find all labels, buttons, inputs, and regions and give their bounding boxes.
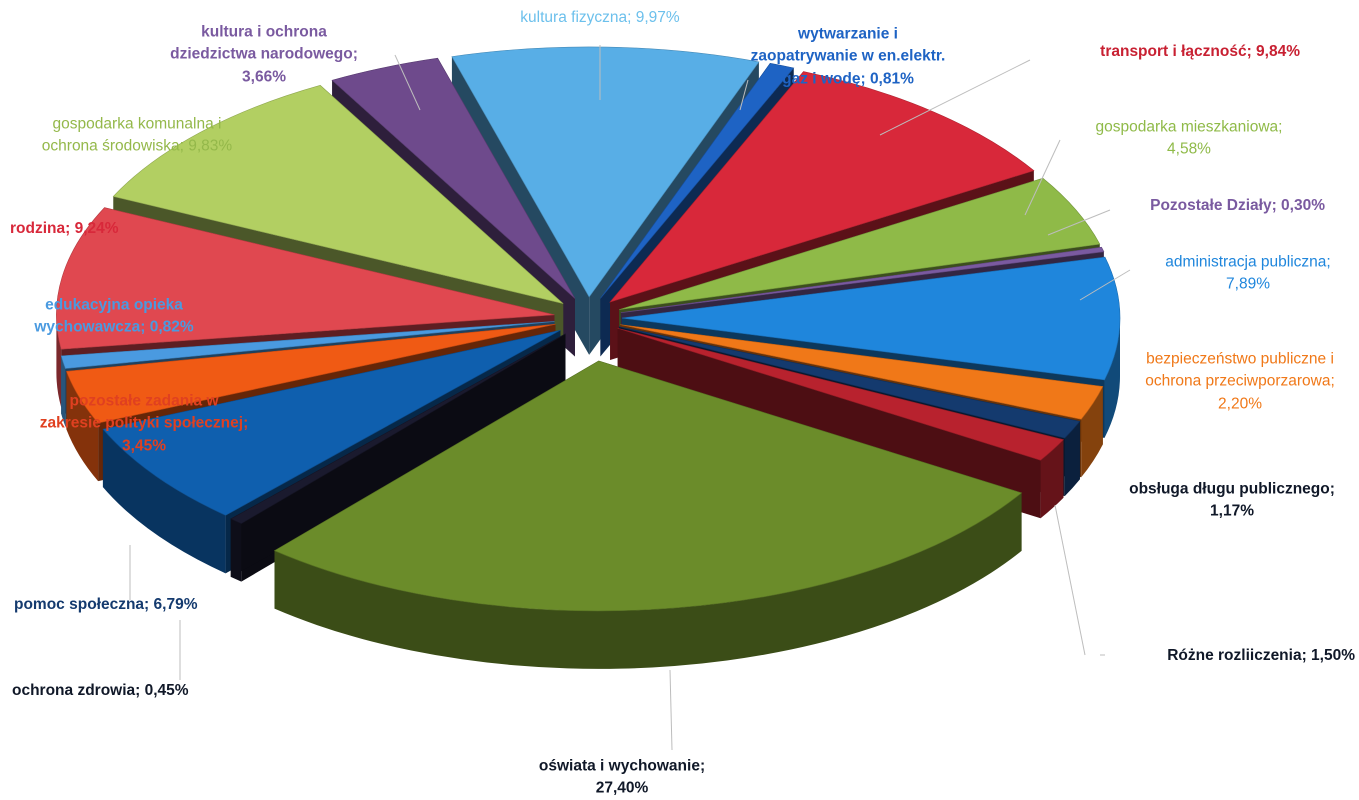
- leader-line: [1047, 209, 1111, 236]
- data-label-line: gospodarka mieszkaniowa;: [1095, 118, 1283, 136]
- data-label-line: wytwarzanie i: [798, 25, 898, 43]
- data-label-3: gospodarka mieszkaniowa; 4,58%: [1096, 117, 1283, 162]
- slice-rim: [61, 355, 66, 427]
- data-label-12: pozostałe zadania w zakresie polityki spo…: [40, 390, 248, 457]
- data-label-line: Różne rozliiczenia; 1,50%: [1167, 646, 1355, 664]
- data-label-0: kultura fizyczna; 9,97%: [520, 7, 679, 29]
- data-label-line: oświata i wychowanie;: [538, 757, 706, 775]
- data-label-line: ochrona środowiska; 9,83%: [41, 138, 233, 155]
- slice-rim: [66, 371, 99, 482]
- data-label-line: 3,45%: [122, 437, 166, 455]
- data-label-line: wychowawcza; 0,82%: [34, 319, 194, 336]
- slice-top: [331, 57, 576, 299]
- slice-rim: [1081, 386, 1103, 478]
- data-label-4: Pozostałe Działy; 0,30%: [1150, 195, 1325, 217]
- data-label-7: obsługa długu publicznego; 1,17%: [1129, 479, 1335, 524]
- data-label-line: obsługa długu publicznego;: [1129, 480, 1335, 498]
- slice-rim: [102, 429, 226, 574]
- data-label-11: pomoc społeczna; 6,79%: [14, 594, 197, 616]
- slice-rim: [274, 492, 1022, 669]
- data-label-line: edukacyjna opieka: [45, 296, 183, 314]
- leader-line: [394, 54, 421, 111]
- data-label-line: zaopatrywanie w en.elektr.: [750, 47, 946, 65]
- data-label-5: administracja publiczna; 7,89%: [1165, 252, 1330, 297]
- data-label-6: bezpieczeństwo publiczne i ochrona przeci…: [1145, 348, 1335, 415]
- slice-top: [56, 207, 555, 350]
- slice-top: [66, 323, 556, 424]
- data-label-line: 7,89%: [1226, 276, 1270, 293]
- slice-rim: [230, 518, 242, 582]
- data-label-line: rodzina; 9,24%: [10, 219, 119, 237]
- slice-rim: [1040, 439, 1064, 519]
- data-label-line: 1,17%: [1210, 503, 1254, 520]
- slice-top: [609, 71, 1035, 303]
- data-label-line: dziedzictwa narodowego;: [170, 45, 358, 63]
- data-label-2: transport i łączność; 9,84%: [1100, 41, 1300, 63]
- data-label-line: gospodarka komunalna i: [52, 115, 222, 133]
- slice-top: [60, 321, 555, 369]
- slice-top: [451, 46, 760, 298]
- data-label-13: edukacyjna opieka wychowawcza; 0,82%: [34, 295, 193, 340]
- slice-top: [619, 177, 1101, 310]
- slice-top: [273, 360, 1023, 612]
- pie-slice-9: [273, 360, 1023, 669]
- slice-top: [617, 327, 1065, 461]
- data-label-10: ochrona zdrowia; 0,45%: [12, 680, 189, 702]
- data-label-line: ochrona przeciwporzarowa;: [1145, 372, 1335, 390]
- slice-top: [620, 324, 1104, 420]
- data-label-line: transport i łączność; 9,84%: [1100, 42, 1300, 60]
- data-label-line: kultura i ochrona: [201, 23, 327, 41]
- data-label-line: pomoc społeczna; 6,79%: [14, 595, 198, 613]
- data-label-line: bezpieczeństwo publiczne i: [1146, 350, 1334, 368]
- data-label-9: oświata i wychowanie; 27,40%: [539, 756, 705, 800]
- data-label-line: 3,66%: [242, 68, 286, 86]
- data-label-line: 27,40%: [595, 780, 649, 797]
- leader-line: [1079, 269, 1131, 301]
- slice-top: [102, 329, 561, 516]
- data-label-line: kultura fizyczna; 9,97%: [520, 8, 680, 26]
- slice-rim: [1104, 318, 1120, 438]
- data-label-line: zakresie polityki społecznej;: [39, 414, 249, 432]
- leader-line: [879, 59, 1031, 136]
- leader-line: [1024, 139, 1061, 216]
- data-label-line: 4,58%: [1167, 141, 1211, 158]
- leader-line: [1054, 504, 1086, 656]
- data-label-8: Różne rozliiczenia; 1,50%: [1167, 645, 1355, 667]
- slice-top: [618, 326, 1081, 439]
- slice-rim: [1064, 421, 1080, 497]
- pie-slice-10: [230, 333, 566, 582]
- data-label-line: gaz i wodę; 0,81%: [782, 70, 914, 88]
- leader-line: [739, 79, 749, 111]
- data-label-16: kultura i ochrona dziedzictwa narodowego;…: [170, 21, 358, 88]
- data-label-line: 2,20%: [1218, 395, 1262, 413]
- data-label-14: rodzina; 9,24%: [10, 218, 119, 240]
- slice-wall: [230, 333, 566, 577]
- slice-top: [621, 256, 1121, 381]
- slice-top: [620, 246, 1105, 313]
- slice-top: [600, 63, 795, 299]
- slice-rim: [56, 314, 62, 408]
- data-label-line: ochrona zdrowia; 0,45%: [12, 681, 189, 699]
- data-label-1: wytwarzanie i zaopatrywanie w en.elektr. g…: [751, 23, 946, 90]
- data-label-15: gospodarka komunalna i ochrona środowiska…: [42, 114, 232, 159]
- data-label-line: pozostałe zadania w: [69, 392, 219, 410]
- leader-line: [669, 669, 673, 751]
- slice-top: [112, 85, 564, 304]
- data-label-line: administracja publiczna;: [1165, 253, 1331, 271]
- slice-top: [230, 333, 566, 524]
- data-label-line: Pozostałe Działy; 0,30%: [1150, 196, 1325, 214]
